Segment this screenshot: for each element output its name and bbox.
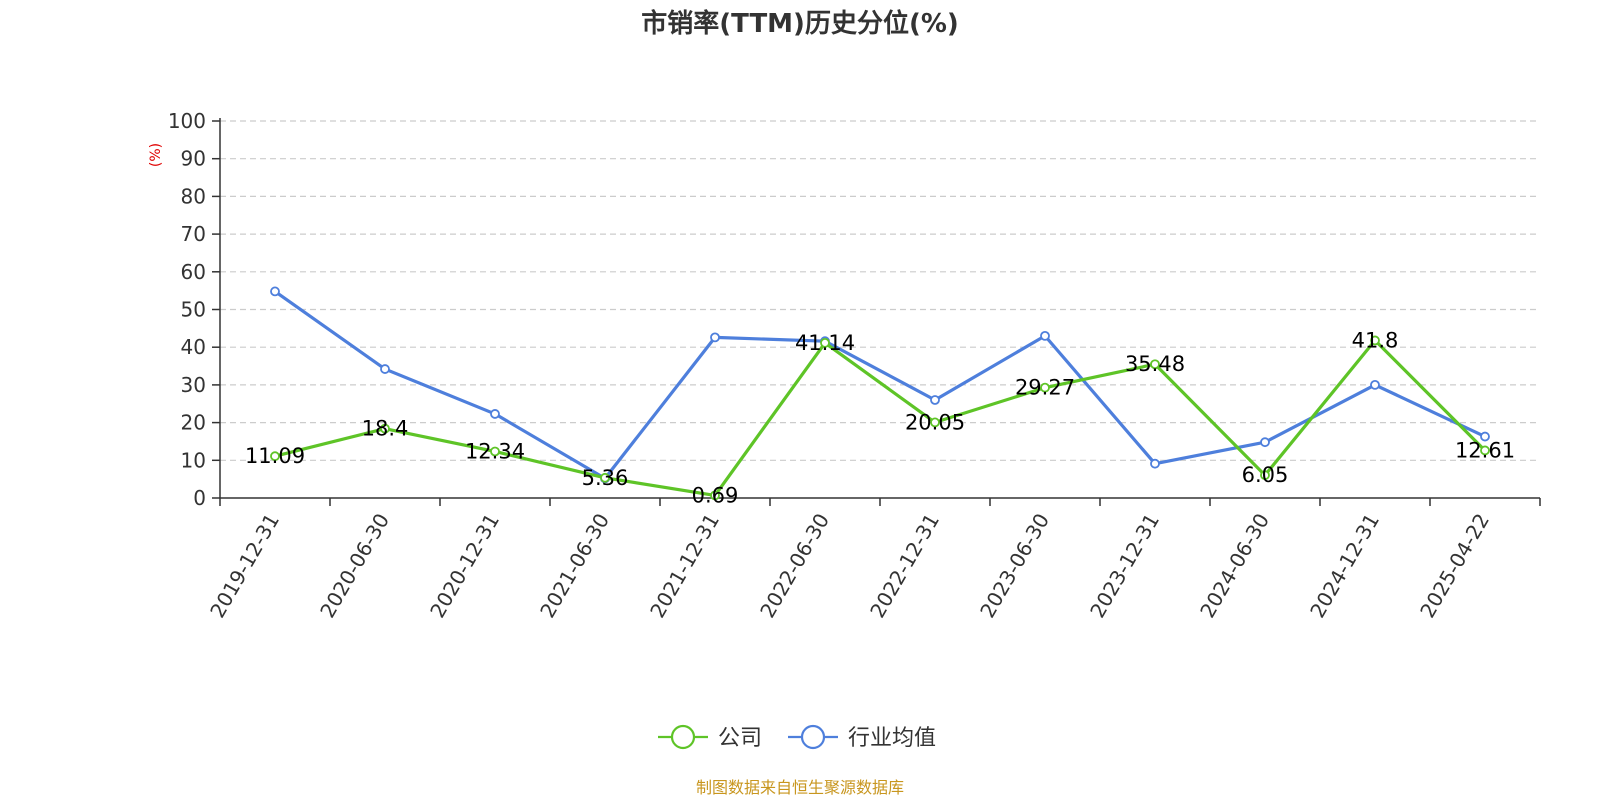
y-tick-labels: 0 10 20 30 40 50 60 70 80 90 100	[168, 109, 220, 510]
legend[interactable]: 公司 行业均值	[658, 724, 936, 751]
y-tick-label: 100	[168, 109, 206, 133]
x-tick-label: 2021-12-31	[645, 509, 724, 622]
data-point-0	[1260, 470, 1270, 481]
data-point-1	[490, 409, 500, 419]
series-line-1	[274, 290, 1486, 480]
data-label: 29.27	[1015, 376, 1075, 400]
x-tick-label: 2024-06-30	[1195, 509, 1274, 622]
x-tick-label: 2025-04-22	[1415, 509, 1494, 622]
data-point-0	[380, 423, 390, 434]
y-tick-label: 20	[181, 411, 206, 435]
y-tick-label: 40	[181, 335, 206, 359]
x-tick-label: 2022-12-31	[865, 509, 944, 622]
data-point-0	[270, 451, 280, 462]
y-tick-label: 80	[181, 184, 206, 208]
y-tick-label: 30	[181, 373, 206, 397]
x-tick-label: 2020-06-30	[315, 509, 394, 622]
y-tick-label: 90	[181, 147, 206, 171]
y-tick-label: 50	[181, 298, 206, 322]
legend-marker	[670, 724, 696, 750]
x-tick-label: 2022-06-30	[755, 509, 834, 622]
data-point-1	[1370, 379, 1380, 390]
data-point-0	[1480, 445, 1490, 456]
data-label: 12.34	[465, 439, 525, 463]
axes	[219, 118, 1540, 499]
legend-marker	[800, 724, 826, 750]
legend-item-0[interactable]: 公司	[658, 724, 762, 751]
data-point-0	[490, 446, 500, 457]
series-layer	[270, 286, 1490, 501]
data-label: 41.8	[1352, 328, 1399, 352]
data-point-0	[1150, 359, 1160, 370]
data-point-1	[380, 364, 390, 374]
data-point-0	[1040, 382, 1050, 393]
data-label: 0.69	[692, 483, 739, 507]
legend-label: 公司	[718, 726, 762, 751]
data-point-0	[710, 490, 720, 501]
x-tick-label: 2024-12-31	[1305, 509, 1384, 622]
x-tick-label: 2023-06-30	[975, 509, 1054, 622]
data-label: 12.61	[1455, 438, 1515, 462]
legend-label: 行业均值	[848, 726, 936, 751]
data-point-0	[930, 417, 940, 428]
x-tick-labels: 2019-12-31 2020-06-30 2020-12-31 2021-06-30…	[205, 498, 1541, 622]
data-point-1	[270, 286, 280, 297]
y-tick-label: 60	[181, 260, 206, 284]
data-label: 5.36	[582, 466, 629, 490]
legend-item-1[interactable]: 行业均值	[788, 724, 936, 751]
x-tick-label: 2021-06-30	[535, 509, 614, 622]
data-point-1	[1040, 330, 1050, 341]
y-tick-label: 0	[193, 486, 206, 510]
y-tick-label: 70	[181, 222, 206, 246]
data-label: 35.48	[1125, 352, 1185, 376]
data-point-1	[710, 332, 720, 343]
data-point-1	[1150, 458, 1160, 469]
data-point-0	[820, 338, 830, 348]
source-note: 制图数据来自恒生聚源数据库	[696, 778, 904, 797]
series-line-0	[274, 338, 1487, 497]
data-point-1	[1260, 437, 1270, 448]
y-tick-label: 10	[181, 448, 206, 472]
data-point-0	[1370, 335, 1380, 346]
grid-lines	[220, 120, 1540, 461]
data-label: 11.09	[245, 444, 305, 468]
x-tick-label: 2020-12-31	[425, 509, 504, 622]
data-label: 18.4	[362, 417, 409, 441]
chart-title: 市销率(TTM)历史分位(%)	[641, 8, 959, 39]
data-label: 20.05	[905, 410, 965, 434]
x-tick-label: 2023-12-31	[1085, 509, 1164, 622]
data-point-1	[930, 395, 940, 405]
data-point-1	[1480, 431, 1490, 442]
data-labels: 11.09 18.4 12.34 5.36 0.69 41.14 20.05 29.27 35.…	[245, 328, 1515, 507]
data-point-0	[600, 472, 610, 483]
data-label: 6.05	[1242, 463, 1289, 487]
y-axis-label: (%)	[148, 143, 164, 167]
data-label: 41.14	[795, 331, 855, 355]
x-tick-label: 2019-12-31	[205, 509, 284, 622]
